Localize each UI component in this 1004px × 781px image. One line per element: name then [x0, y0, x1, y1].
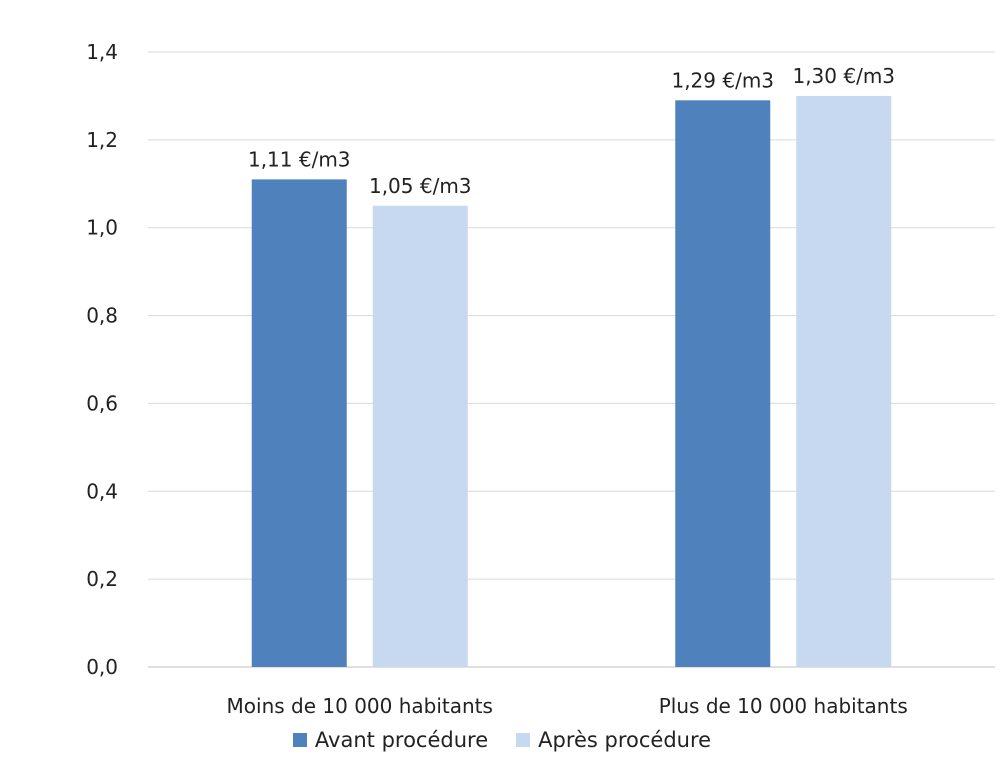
y-tick-label: 1,4	[86, 40, 118, 64]
y-tick-label: 0,8	[86, 304, 118, 328]
x-axis: Moins de 10 000 habitants Plus de 10 000 …	[227, 694, 908, 718]
bar	[251, 179, 347, 667]
legend-item-apres: Après procédure	[516, 728, 711, 752]
legend-swatch-apres	[516, 733, 531, 747]
y-tick-label: 0,4	[86, 479, 118, 503]
x-category-label: Plus de 10 000 habitants	[659, 694, 908, 718]
legend-label-avant: Avant procédure	[314, 728, 489, 752]
data-label: 1,30 €/m3	[792, 64, 895, 88]
x-category-label: Moins de 10 000 habitants	[227, 694, 493, 718]
legend-item-avant: Avant procédure	[292, 728, 489, 752]
bar	[796, 95, 892, 667]
data-label: 1,05 €/m3	[369, 174, 472, 198]
y-axis: 0,0 0,2 0,4 0,6 0,8 1,0 1,2 1,4	[86, 40, 118, 679]
legend: Avant procédure Après procédure	[0, 728, 1004, 752]
y-tick-label: 1,0	[86, 216, 118, 240]
y-tick-label: 0,2	[86, 567, 118, 591]
bar	[675, 100, 771, 668]
legend-swatch-avant	[292, 733, 307, 747]
y-tick-label: 0,0	[86, 655, 118, 679]
bars	[251, 95, 892, 668]
data-label: 1,29 €/m3	[671, 68, 774, 92]
data-labels: 1,11 €/m3 1,05 €/m3 1,29 €/m3 1,30 €/m3	[248, 64, 895, 198]
y-tick-label: 1,2	[86, 128, 118, 152]
legend-label-apres: Après procédure	[538, 728, 712, 752]
bar	[372, 205, 468, 667]
y-tick-label: 0,6	[86, 391, 118, 415]
data-label: 1,11 €/m3	[248, 147, 351, 171]
